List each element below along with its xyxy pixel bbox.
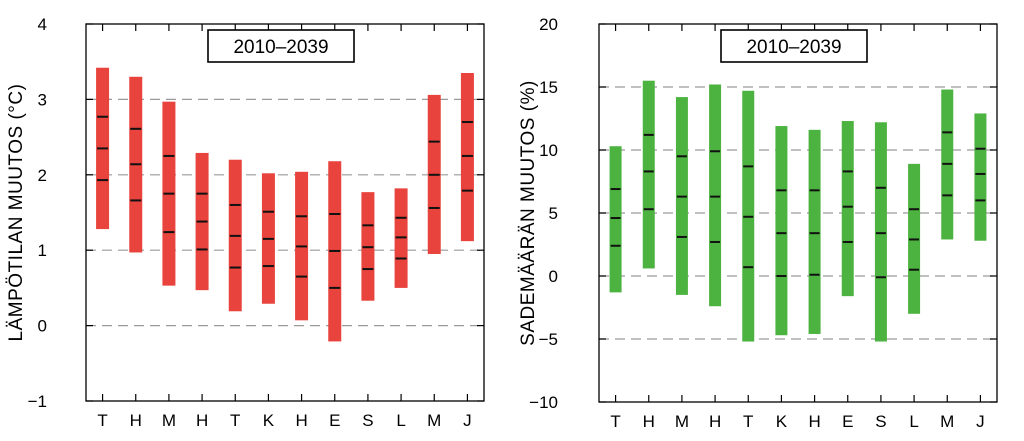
y-tick-label: 5 [549, 204, 558, 223]
x-tick-label: T [230, 411, 240, 430]
plot-frame [85, 23, 485, 402]
period-label: 2010–2039 [233, 37, 328, 58]
y-tick-label: 3 [38, 90, 47, 109]
chart-panel-2: −10 −5 0 5 10 15 20 T H M H T K H E S L M J 2010–2039 SADEMÄ… [518, 15, 998, 431]
x-tick-label: J [463, 411, 472, 430]
x-tick-label: T [743, 412, 753, 431]
y-tick-label: −10 [529, 393, 558, 412]
range-bar [874, 122, 887, 342]
chart-panel-1: −1 0 1 2 3 4 T H M H T K H E S L M J 2010–2039 LÄMPÖTILAN M… [6, 15, 485, 430]
y-tick-label: 10 [539, 141, 558, 160]
x-tick-label: S [362, 411, 373, 430]
range-bar [974, 113, 987, 241]
y-tick-label: 0 [549, 267, 558, 286]
x-tick-label: M [675, 412, 689, 431]
x-tick-label: S [875, 412, 886, 431]
range-bar [775, 126, 788, 336]
y-tick-label: −1 [28, 392, 47, 411]
period-box [720, 29, 868, 63]
x-tick-label: E [842, 412, 853, 431]
range-bar [709, 84, 722, 307]
y-tick-label: 1 [38, 241, 47, 260]
x-tick-label: K [776, 412, 788, 431]
x-tick-label: J [976, 412, 985, 431]
range-bar [841, 121, 854, 297]
x-tick-label: H [196, 411, 208, 430]
range-bar [609, 146, 622, 293]
y-tick-label: 15 [539, 78, 558, 97]
x-tick-label: L [909, 412, 918, 431]
x-tick-label: M [427, 411, 441, 430]
x-tick-label: L [396, 411, 405, 430]
y-tick-label: −5 [539, 330, 558, 349]
x-tick-label: M [162, 411, 176, 430]
range-bar [808, 129, 821, 334]
x-tick-label: H [130, 411, 142, 430]
x-tick-label: K [263, 411, 275, 430]
y-tick-label: 4 [38, 15, 47, 34]
range-bar [642, 80, 655, 269]
period-box [207, 29, 355, 63]
y-tick-label: 20 [539, 15, 558, 34]
period-label: 2010–2039 [746, 37, 841, 58]
y-axis-title: LÄMPÖTILAN MUUTOS (°C) [6, 84, 27, 342]
x-tick-label: T [610, 412, 620, 431]
x-tick-label: T [97, 411, 107, 430]
x-tick-label: H [808, 412, 820, 431]
x-tick-label: H [643, 412, 655, 431]
x-tick-label: H [709, 412, 721, 431]
x-tick-label: E [329, 411, 340, 430]
y-tick-label: 2 [38, 166, 47, 185]
range-bar [460, 73, 474, 242]
x-tick-label: H [295, 411, 307, 430]
y-tick-label: 0 [38, 317, 47, 336]
y-axis-title: SADEMÄÄRÄN MUUTOS (%) [518, 80, 539, 346]
x-tick-label: M [940, 412, 954, 431]
